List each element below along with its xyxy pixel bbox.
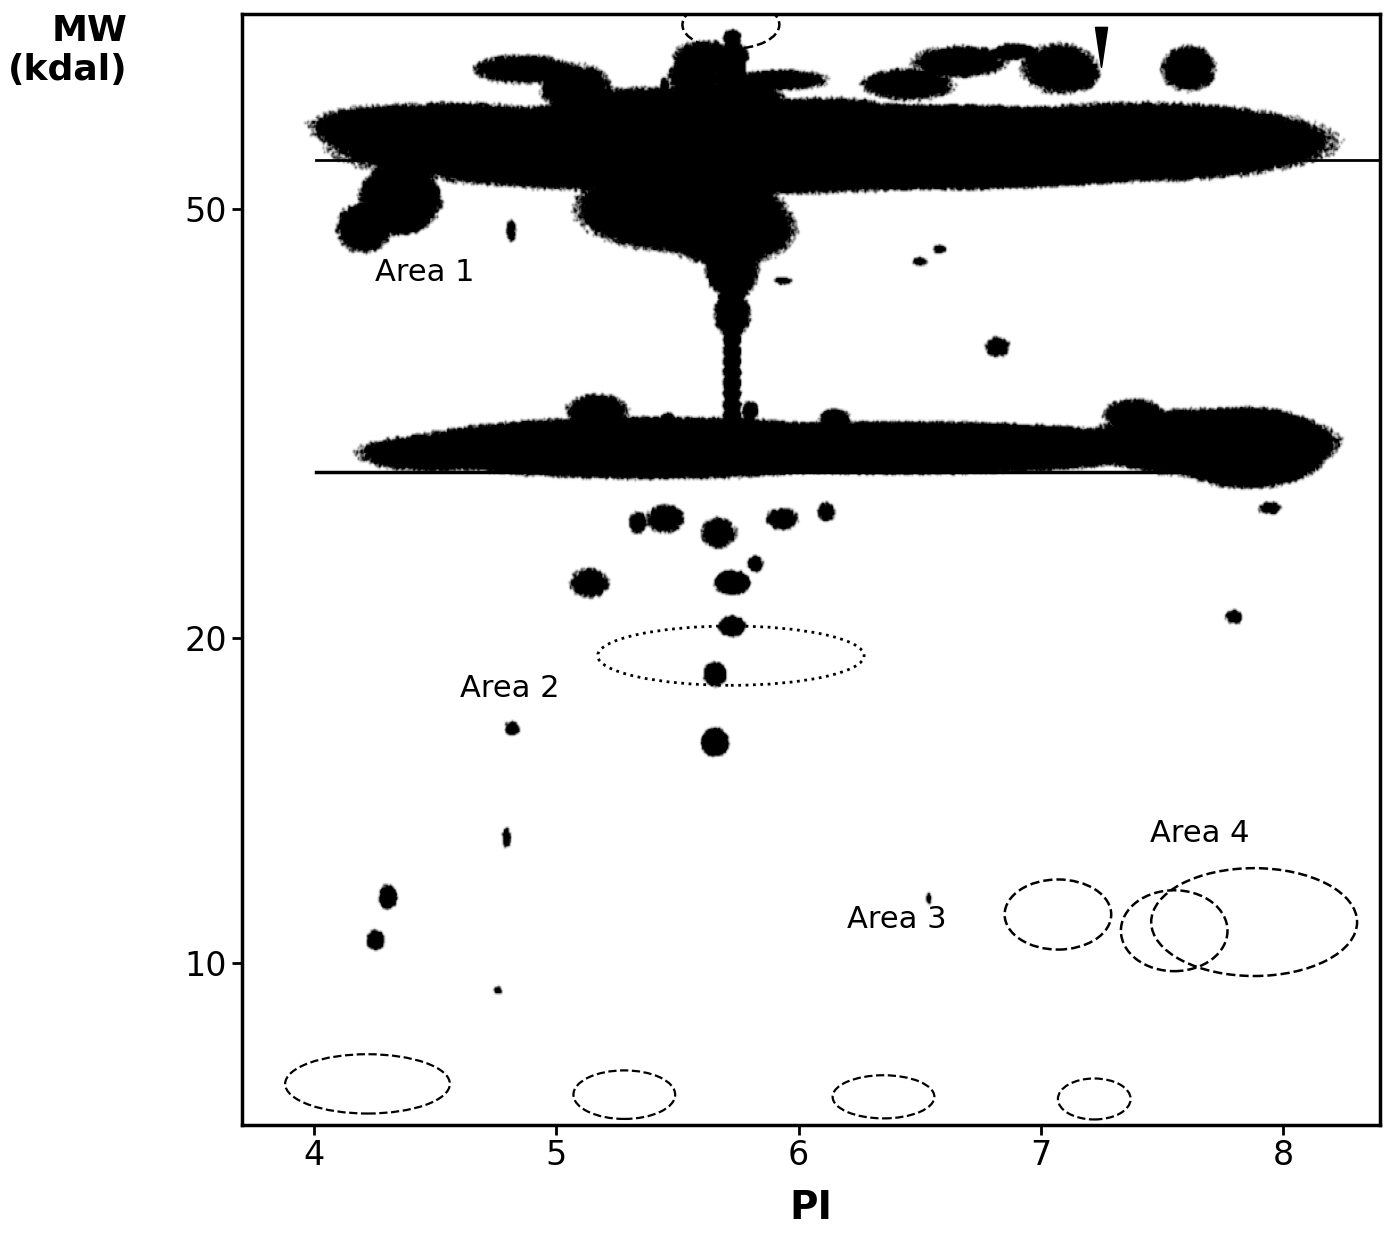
X-axis label: PI: PI bbox=[789, 1189, 832, 1227]
Text: Area 4: Area 4 bbox=[1150, 819, 1249, 848]
Text: Area 3: Area 3 bbox=[848, 906, 947, 934]
Text: Area 2: Area 2 bbox=[460, 674, 559, 702]
Text: Area 1: Area 1 bbox=[375, 258, 474, 287]
Polygon shape bbox=[1096, 27, 1108, 68]
Y-axis label: MW
(kdal): MW (kdal) bbox=[8, 14, 128, 87]
